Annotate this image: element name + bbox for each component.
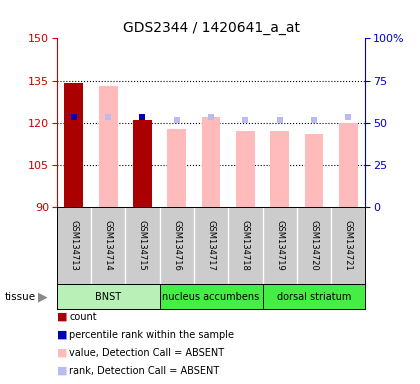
Bar: [139, 120, 146, 207]
Text: GSM134720: GSM134720: [310, 220, 318, 271]
Text: dorsal striatum: dorsal striatum: [277, 291, 351, 302]
Text: ■: ■: [57, 366, 67, 376]
Bar: [57, 284, 160, 309]
Text: GSM134716: GSM134716: [172, 220, 181, 271]
Bar: [71, 83, 77, 207]
Bar: [304, 134, 323, 207]
Text: BNST: BNST: [95, 291, 121, 302]
Bar: [202, 117, 220, 207]
Text: ■: ■: [57, 348, 67, 358]
Bar: [64, 83, 83, 207]
Text: GSM134714: GSM134714: [104, 220, 113, 271]
Bar: [167, 129, 186, 207]
Text: GSM134715: GSM134715: [138, 220, 147, 271]
Title: GDS2344 / 1420641_a_at: GDS2344 / 1420641_a_at: [123, 21, 299, 35]
Text: rank, Detection Call = ABSENT: rank, Detection Call = ABSENT: [69, 366, 220, 376]
Text: value, Detection Call = ABSENT: value, Detection Call = ABSENT: [69, 348, 224, 358]
Bar: [160, 284, 262, 309]
Bar: [236, 131, 255, 207]
Text: GSM134717: GSM134717: [207, 220, 215, 271]
Text: tissue: tissue: [4, 291, 35, 302]
Bar: [99, 86, 118, 207]
Text: ▶: ▶: [38, 290, 47, 303]
Text: GSM134718: GSM134718: [241, 220, 250, 271]
Bar: [262, 284, 365, 309]
Text: ■: ■: [57, 330, 67, 340]
Bar: [270, 131, 289, 207]
Text: nucleus accumbens: nucleus accumbens: [163, 291, 260, 302]
Bar: [339, 123, 358, 207]
Text: GSM134719: GSM134719: [275, 220, 284, 271]
Text: percentile rank within the sample: percentile rank within the sample: [69, 330, 234, 340]
Text: GSM134713: GSM134713: [69, 220, 79, 271]
Text: GSM134721: GSM134721: [344, 220, 353, 271]
Bar: [133, 120, 152, 207]
Text: ■: ■: [57, 312, 67, 322]
Text: count: count: [69, 312, 97, 322]
